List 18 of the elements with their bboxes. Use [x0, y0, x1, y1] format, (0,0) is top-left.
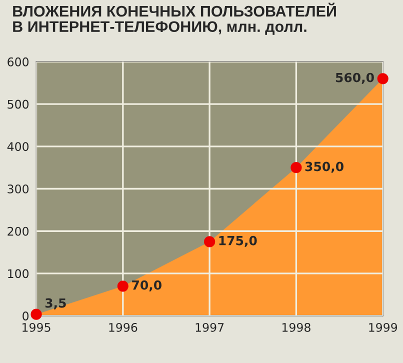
- y-tick-label: 200: [8, 226, 29, 236]
- chart-title: ВЛОЖЕНИЯ КОНЕЧНЫХ ПОЛЬЗОВАТЕЛЕЙ В ИНТЕРНЕТ-ТЕЛЕФОНИЮ, млн. долл.: [13, 2, 336, 35]
- y-tick-label: 0: [22, 312, 29, 320]
- y-tick-label: 100: [8, 269, 29, 278]
- data-label: 350,0: [305, 162, 344, 173]
- x-tick-label: 1999: [369, 322, 398, 332]
- data-label: 70,0: [132, 280, 162, 292]
- data-label: 560,0: [336, 72, 374, 84]
- y-tick-label: 300: [8, 184, 29, 194]
- x-tick-label: 1998: [282, 322, 310, 332]
- x-tick-label: 1997: [196, 322, 224, 332]
- data-label: 175,0: [219, 236, 257, 247]
- data-label: 3,5: [45, 298, 66, 310]
- y-tick-label: 500: [8, 100, 29, 109]
- y-tick-label: 400: [7, 142, 29, 152]
- x-tick-label: 1995: [22, 322, 50, 332]
- x-tick-label: 1996: [109, 322, 138, 332]
- y-tick-label: 600: [8, 57, 29, 66]
